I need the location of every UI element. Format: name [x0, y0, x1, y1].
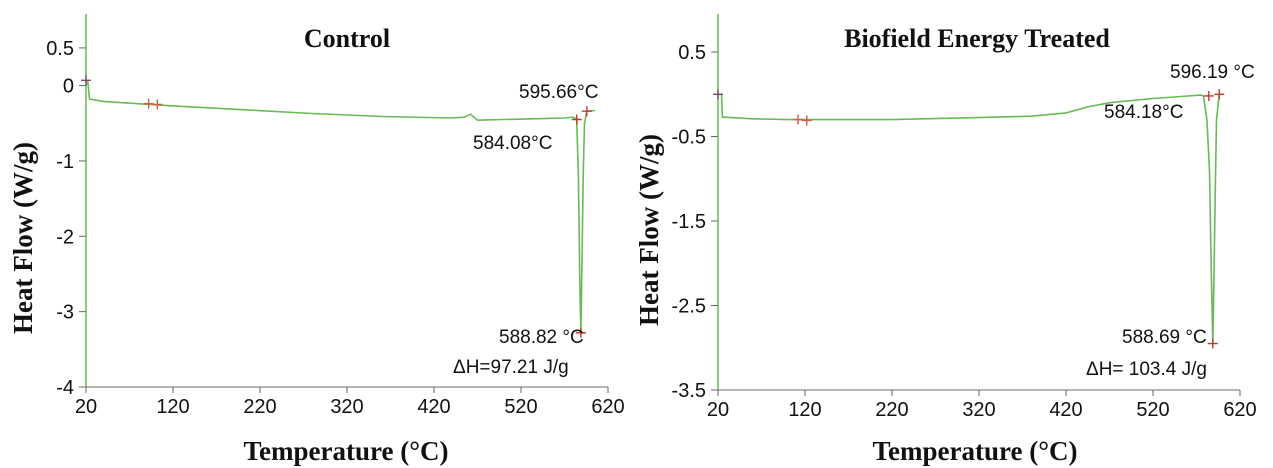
treated-x-ticks: 20 120 220 320 420 520 620	[707, 390, 1257, 421]
control-markers	[81, 75, 592, 338]
control-x-tick-label: 620	[591, 396, 624, 418]
treated-x-tick-label: 520	[1136, 399, 1169, 421]
control-y-tick-label: -1	[56, 151, 74, 173]
control-annotation-peak-end: 595.66°C	[519, 82, 598, 103]
treated-y-tick-label: -1.5	[672, 211, 706, 233]
control-annotation-marker	[575, 327, 586, 338]
control-panel: Control Heat Flow (W/g) Temperature (°C)…	[8, 14, 625, 466]
control-annotation-enthalpy: ΔH=97.21 J/g	[453, 357, 569, 378]
treated-y-ticks: 0.5 -0.5 -1.5 -2.5 -3.5	[672, 42, 718, 402]
treated-panel: Biofield Energy Treated Heat Flow (W/g) …	[634, 14, 1257, 466]
treated-annotation-marker	[1207, 338, 1218, 349]
control-title: Control	[304, 24, 390, 53]
treated-range-marker	[801, 115, 812, 126]
treated-title: Biofield Energy Treated	[844, 24, 1110, 53]
treated-annotation-onset: 584.18°C	[1104, 102, 1183, 123]
treated-y-tick-label: -0.5	[672, 127, 706, 149]
control-y-axis-label: Heat Flow (W/g)	[8, 142, 38, 334]
treated-annotation-peak: 588.69 °C	[1122, 327, 1207, 348]
treated-start-marker	[713, 89, 723, 100]
treated-x-axis-label: Temperature (°C)	[872, 436, 1077, 466]
control-x-axis-label: Temperature (°C)	[243, 436, 448, 466]
treated-x-tick-label: 620	[1223, 399, 1256, 421]
control-x-tick-label: 220	[243, 396, 276, 418]
treated-x-tick-label: 120	[788, 399, 821, 421]
treated-annotation-marker	[1214, 89, 1225, 100]
treated-x-tick-label: 320	[962, 399, 995, 421]
control-y-ticks: 0.5 0 -1 -2 -3 -4	[46, 38, 86, 399]
control-range-marker	[143, 98, 154, 109]
treated-markers	[713, 89, 1225, 349]
control-x-tick-label: 520	[504, 396, 537, 418]
control-x-tick-label: 420	[417, 396, 450, 418]
control-y-tick-label: -3	[56, 302, 74, 324]
treated-range-marker	[793, 114, 804, 125]
treated-annotation-marker	[1203, 90, 1214, 101]
treated-annotation-enthalpy: ΔH= 103.4 J/g	[1086, 359, 1207, 380]
control-range-marker	[152, 99, 163, 110]
treated-heat-flow-curve	[718, 93, 1223, 344]
control-heat-flow-curve	[85, 79, 596, 333]
control-y-tick-label: 0.5	[46, 38, 74, 60]
treated-y-tick-label: -2.5	[672, 296, 706, 318]
treated-x-tick-label: 220	[875, 399, 908, 421]
control-y-tick-label: -2	[56, 226, 74, 248]
control-x-ticks: 20 120 220 320 420 520 620	[75, 387, 625, 418]
control-x-tick-label: 20	[75, 396, 97, 418]
control-y-tick-label: -4	[56, 377, 74, 399]
control-annotation-marker	[581, 106, 592, 117]
control-y-tick-label: 0	[63, 76, 74, 98]
control-annotation-onset: 584.08°C	[473, 133, 552, 154]
treated-x-tick-label: 420	[1049, 399, 1082, 421]
control-x-tick-label: 120	[156, 396, 189, 418]
control-annotation-peak: 588.82 °C	[499, 327, 584, 348]
control-start-marker	[81, 75, 91, 86]
treated-y-tick-label: 0.5	[678, 42, 706, 64]
treated-y-axis-label: Heat Flow (W/g)	[634, 134, 664, 326]
treated-x-tick-label: 20	[707, 399, 729, 421]
treated-y-tick-label: -3.5	[672, 380, 706, 402]
control-annotation-marker	[571, 114, 582, 125]
control-x-tick-label: 320	[330, 396, 363, 418]
treated-annotation-peak-end: 596.19 °C	[1170, 62, 1255, 83]
